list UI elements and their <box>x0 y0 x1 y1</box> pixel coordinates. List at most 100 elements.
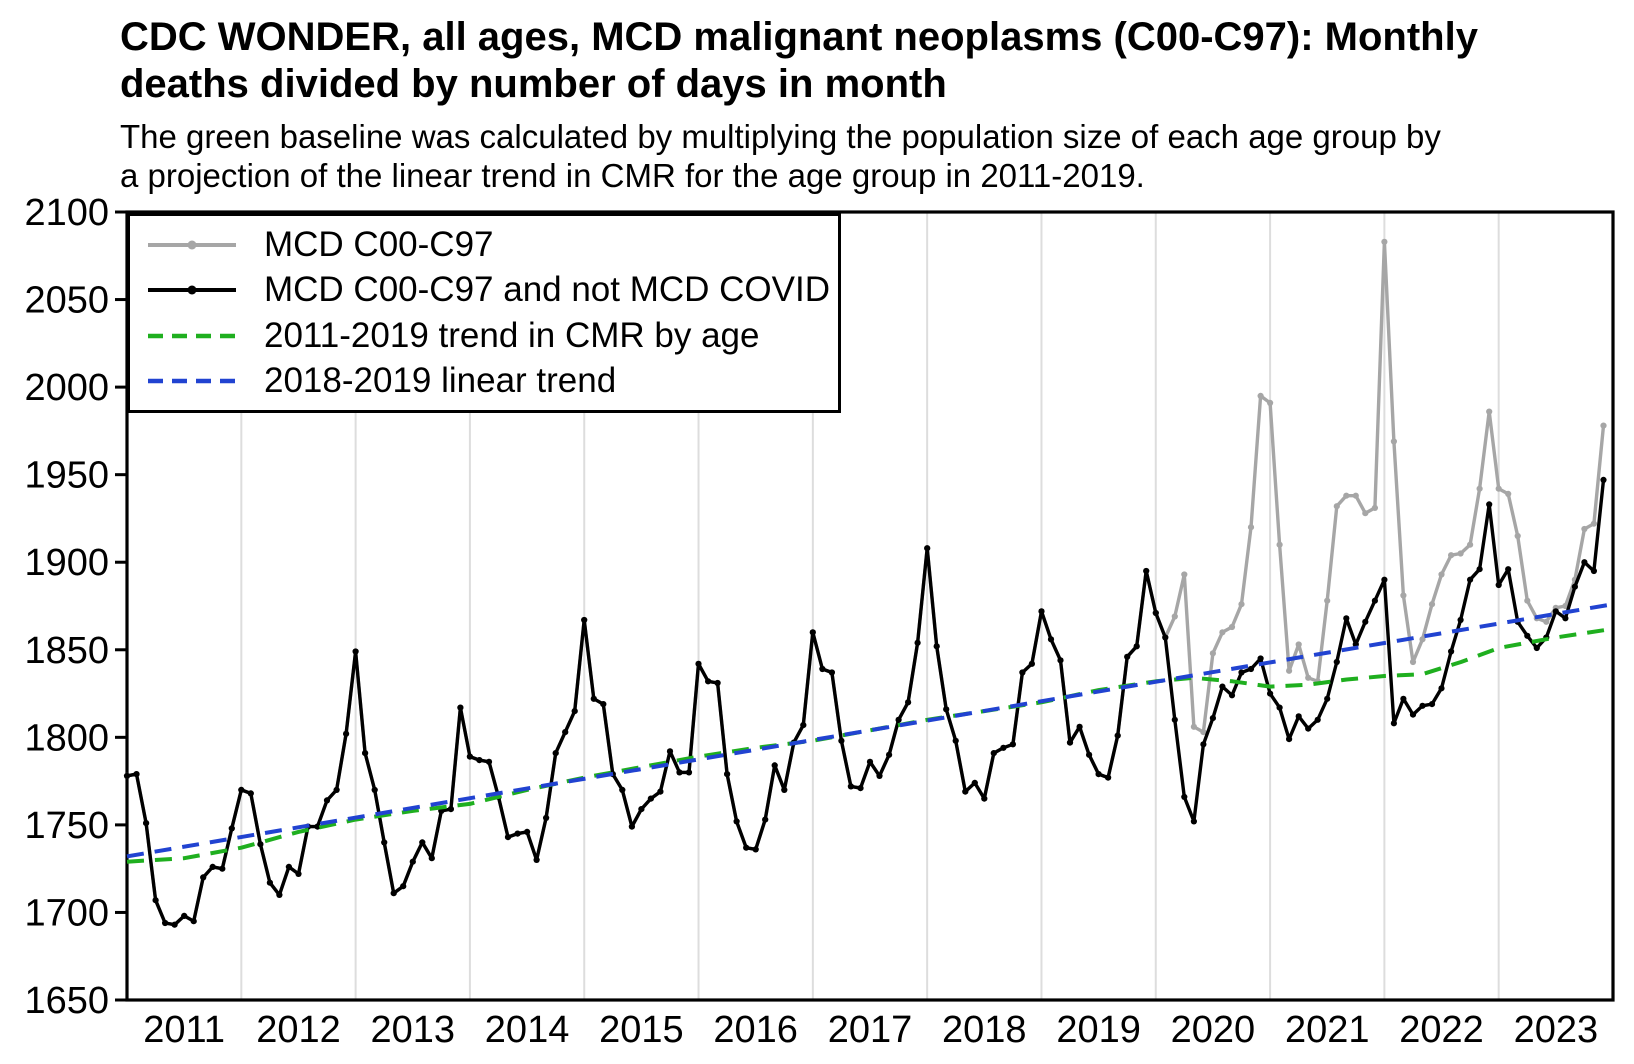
series-marker-gray_series <box>1267 399 1274 406</box>
x-tick-label: 2018 <box>942 1009 1027 1051</box>
series-marker-black_series <box>400 883 407 890</box>
series-marker-gray_series <box>1362 510 1369 517</box>
y-tick-label: 1650 <box>24 980 109 1022</box>
series-marker-gray_series <box>1257 392 1264 399</box>
series-marker-gray_series <box>1590 520 1597 527</box>
series-marker-black_series <box>514 830 521 837</box>
series-marker-black_series <box>362 750 369 757</box>
series-marker-black_series <box>419 839 426 846</box>
series-marker-black_series <box>847 783 855 790</box>
series-marker-black_series <box>1219 683 1226 690</box>
series-marker-gray_series <box>1600 422 1607 429</box>
series-marker-black_series <box>1286 736 1293 743</box>
series-marker-black_series <box>762 816 769 823</box>
series-marker-black_series <box>1086 751 1093 758</box>
y-tick-label: 1700 <box>24 892 109 934</box>
series-marker-black_series <box>952 737 959 744</box>
series-marker-black_series <box>1324 695 1331 702</box>
series-marker-black_series <box>1181 793 1188 801</box>
series-marker-black_series <box>1228 692 1236 699</box>
series-marker-black_series <box>1562 615 1569 622</box>
legend-label: 2011-2019 trend in CMR by age <box>264 315 760 355</box>
series-marker-black_series <box>657 788 664 795</box>
series-marker-gray_series <box>1286 667 1293 674</box>
series-line-black_series <box>126 479 1606 927</box>
series-marker-black_series <box>695 660 702 667</box>
series-marker-black_series <box>1381 576 1388 583</box>
y-tick-label: 1850 <box>24 630 109 672</box>
series-marker-black_series <box>1438 685 1445 692</box>
series-marker-black_series <box>1467 576 1474 583</box>
series-marker-black_series <box>628 823 636 830</box>
x-tick-label: 2011 <box>143 1009 225 1051</box>
series-marker-black_series <box>333 786 340 794</box>
series-marker-black_series <box>181 912 188 920</box>
series-marker-black_series <box>1371 597 1378 604</box>
series-marker-black_series <box>1552 608 1559 615</box>
series-marker-black_series <box>1276 704 1283 711</box>
series-marker-black_series <box>1200 741 1207 748</box>
legend-item-mcd: MCD C00-C97 <box>130 223 838 267</box>
series-marker-black_series <box>581 616 588 624</box>
series-marker-black_series <box>771 762 778 769</box>
series-marker-black_series <box>504 834 512 841</box>
series-marker-black_series <box>724 771 731 778</box>
series-marker-black_series <box>1019 669 1026 676</box>
legend: MCD C00-C97 MCD C00-C97 and not MCD COVI… <box>127 213 841 413</box>
x-tick-label: 2013 <box>370 1009 455 1051</box>
series-marker-black_series <box>247 790 254 797</box>
x-tick-label: 2022 <box>1399 1009 1484 1051</box>
y-tick-label: 1750 <box>24 805 109 847</box>
series-marker-black_series <box>943 706 950 713</box>
series-marker-black_series <box>295 870 302 878</box>
legend-item-mcd-not-covid: MCD C00-C97 and not MCD COVID <box>130 268 838 312</box>
series-marker-black_series <box>1171 716 1178 723</box>
x-tick-label: 2017 <box>828 1009 913 1051</box>
blue-dashed-line-sample-icon <box>148 379 236 384</box>
series-marker-gray_series <box>1457 550 1464 557</box>
series-marker-black_series <box>447 806 454 813</box>
series-marker-black_series <box>924 545 931 552</box>
series-marker-gray_series <box>1400 592 1407 599</box>
series-marker-black_series <box>1533 644 1540 652</box>
series-marker-gray_series <box>1238 601 1245 608</box>
series-marker-black_series <box>619 786 626 794</box>
legend-label: MCD C00-C97 <box>264 224 494 264</box>
chart-title: CDC WONDER, all ages, MCD malignant neop… <box>120 15 1478 107</box>
series-marker-black_series <box>1419 702 1426 709</box>
series-marker-black_series <box>285 863 292 871</box>
series-marker-black_series <box>1105 774 1112 781</box>
series-marker-black_series <box>1257 655 1264 662</box>
series-marker-black_series <box>781 786 788 794</box>
series-marker-gray_series <box>1495 485 1502 492</box>
legend-item-cmr-trend: 2011-2019 trend in CMR by age <box>130 314 838 358</box>
legend-label: MCD C00-C97 and not MCD COVID <box>264 270 830 310</box>
series-marker-black_series <box>133 771 140 778</box>
series-marker-black_series <box>314 823 321 830</box>
series-marker-black_series <box>381 839 388 846</box>
series-marker-black_series <box>600 701 607 708</box>
series-marker-black_series <box>962 788 969 795</box>
x-tick-label: 2019 <box>1056 1009 1141 1051</box>
series-marker-gray_series <box>1352 492 1359 499</box>
series-marker-black_series <box>1190 818 1197 825</box>
series-marker-black_series <box>1152 609 1159 617</box>
series-marker-black_series <box>257 841 264 848</box>
series-marker-black_series <box>466 753 473 760</box>
series-marker-black_series <box>1238 669 1245 676</box>
plot-box <box>125 210 1615 1002</box>
series-marker-black_series <box>219 865 226 872</box>
series-marker-black_series <box>971 779 978 787</box>
x-tick-label: 2016 <box>713 1009 798 1051</box>
series-marker-gray_series <box>1371 504 1378 511</box>
series-marker-black_series <box>638 806 645 813</box>
series-marker-black_series <box>933 643 940 650</box>
series-marker-black_series <box>1057 657 1064 664</box>
series-marker-black_series <box>562 729 569 736</box>
series-marker-black_series <box>343 730 350 737</box>
series-marker-black_series <box>1457 616 1464 624</box>
x-tick-label: 2012 <box>256 1009 341 1051</box>
series-marker-black_series <box>866 758 874 765</box>
series-marker-black_series <box>809 629 816 636</box>
series-marker-black_series <box>819 665 826 673</box>
